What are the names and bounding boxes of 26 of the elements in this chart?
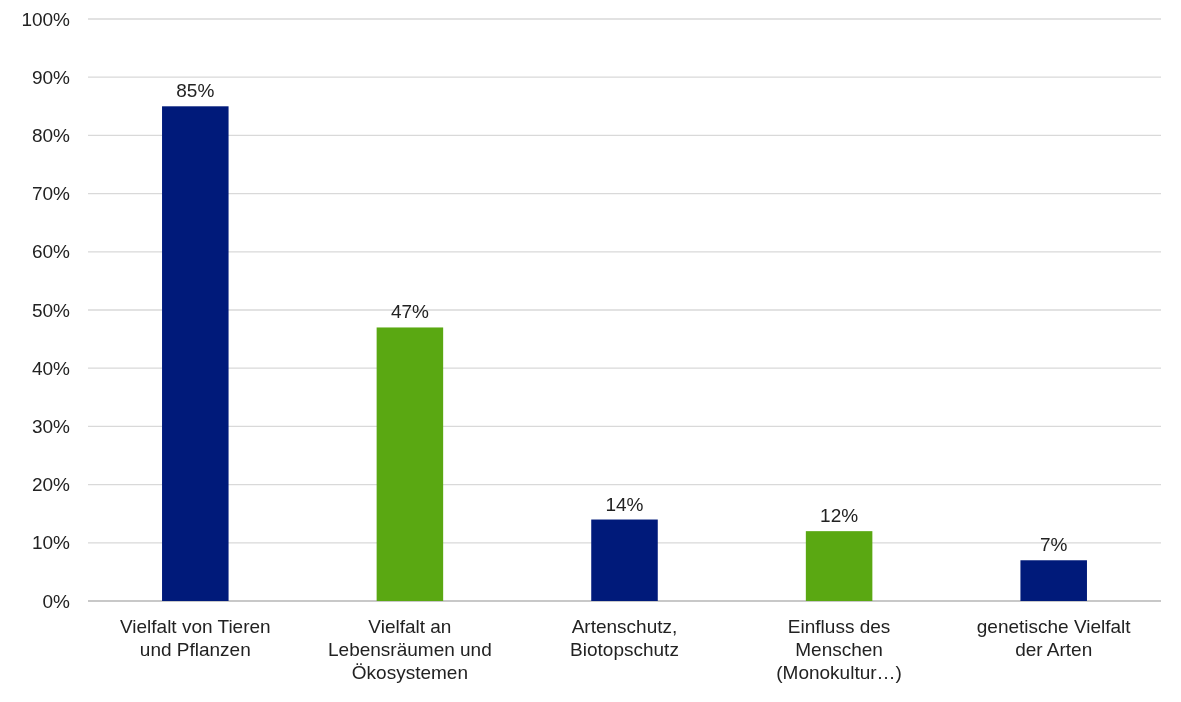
y-tick-label: 90%	[31, 66, 71, 88]
data-label: 85%	[176, 80, 215, 102]
y-tick-label: 60%	[31, 241, 71, 263]
data-label: 14%	[605, 493, 644, 515]
bar	[591, 519, 658, 601]
y-tick-label: 30%	[31, 416, 71, 438]
y-tick-label: 70%	[31, 183, 71, 205]
x-tick-label: Vielfalt an Lebensräumen und Ökosystemen	[328, 616, 492, 683]
y-tick-label: 50%	[31, 299, 71, 321]
bar	[805, 531, 873, 601]
y-tick-label: 80%	[31, 125, 71, 147]
bar	[162, 106, 229, 601]
x-tick-label: genetische Vielfalt der Arten	[976, 616, 1132, 660]
x-tick-label: Artenschutz, Biotopschutz	[570, 616, 679, 660]
x-tick-label: Vielfalt von Tieren und Pflanzen	[119, 616, 271, 660]
y-tick-label: 0%	[42, 590, 71, 612]
data-label: 7%	[1039, 534, 1068, 556]
y-tick-label: 40%	[31, 357, 71, 379]
y-tick-label: 20%	[31, 474, 71, 496]
data-label: 12%	[820, 505, 859, 527]
y-tick-label: 100%	[21, 8, 71, 30]
x-tick-label: Einfluss des Menschen (Monokultur…)	[776, 616, 902, 683]
y-tick-label: 10%	[31, 532, 71, 554]
data-label: 47%	[390, 301, 430, 323]
bar	[1020, 560, 1087, 601]
bar	[376, 327, 444, 601]
